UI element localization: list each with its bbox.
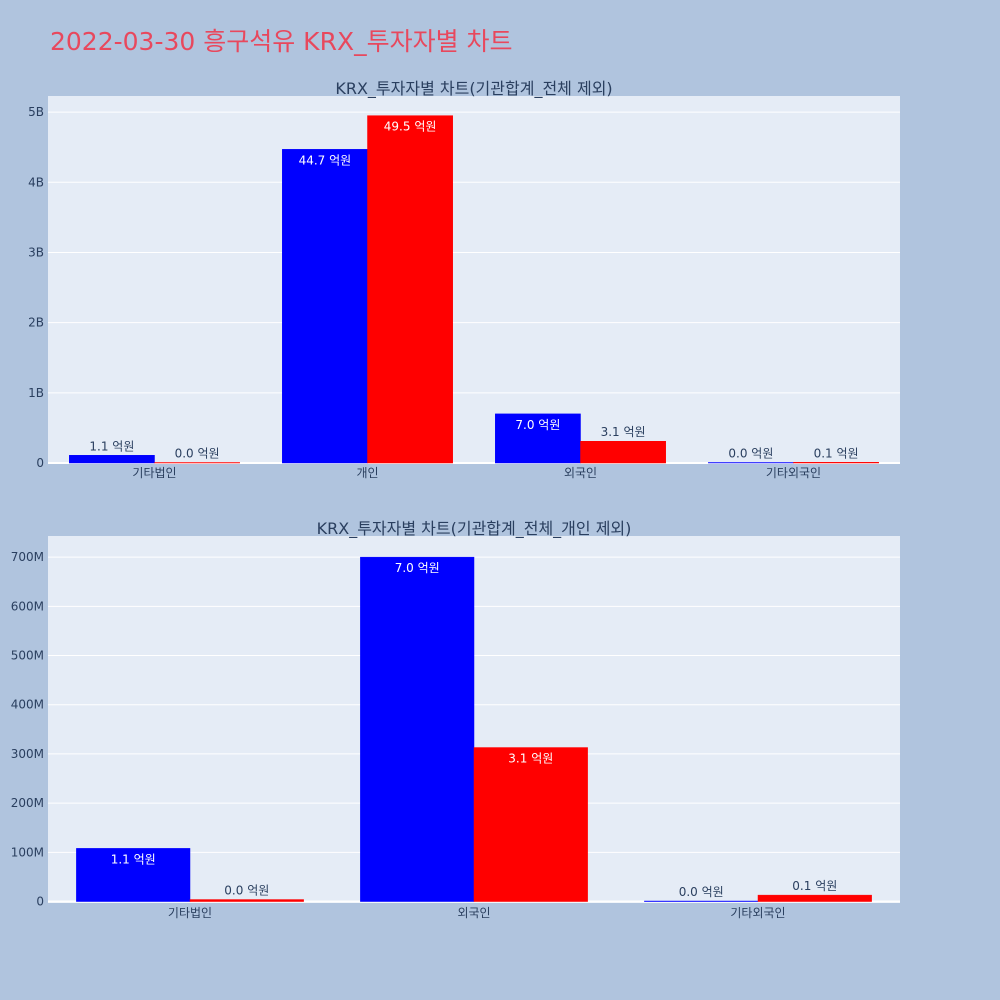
bar-data-label: 49.5 억원 (384, 120, 437, 134)
bar-data-label: 0.1 억원 (814, 446, 859, 460)
bar (69, 455, 155, 464)
bar-data-label: 0.1 억원 (792, 879, 837, 893)
bar (189, 899, 304, 902)
x-tick-label: 외국인 (564, 466, 597, 480)
chart-title: KRX_투자자별 차트(기관합계_전체 제외) (335, 79, 612, 99)
y-tick-label: 300M (11, 747, 44, 761)
bar-data-label: 0.0 억원 (728, 447, 773, 461)
bar-data-label: 1.1 억원 (89, 439, 134, 453)
bar (708, 462, 794, 464)
chart-title: KRX_투자자별 차트(기관합계_전체_개인 제외) (317, 519, 632, 539)
bar (495, 413, 581, 464)
bar (793, 462, 879, 464)
page-title: 2022-03-30 흥구석유 KRX_투자자별 차트 (50, 27, 513, 56)
bar-data-label: 7.0 억원 (515, 418, 560, 432)
y-tick-label: 100M (11, 845, 44, 859)
x-tick-label: 기타법인 (168, 906, 212, 920)
x-tick-label: 외국인 (457, 906, 490, 920)
bar-data-label: 3.1 억원 (508, 752, 553, 766)
y-tick-label: 4B (28, 175, 44, 189)
bar-data-label: 44.7 억원 (299, 153, 352, 167)
chart-1: 0 1B 2B 3B 4B 5B KRX_투자자별 차트(기관합계_전체 제외) 기타법인 1.… (28, 79, 900, 480)
x-tick-label: 기타외국인 (730, 906, 785, 920)
y-tick-label: 600M (11, 599, 44, 613)
y-tick-label: 3B (28, 245, 44, 259)
y-tick-label: 0 (36, 895, 44, 909)
y-tick-label: 400M (11, 698, 44, 712)
bar (473, 747, 588, 902)
bar-data-label: 3.1 억원 (601, 425, 646, 439)
y-tick-label: 0 (36, 456, 44, 470)
plot-area (48, 96, 900, 463)
x-tick-label: 개인 (356, 466, 378, 480)
x-tick-label: 기타법인 (132, 466, 176, 480)
y-tick-label: 2B (28, 316, 44, 330)
bar (580, 440, 666, 464)
bar (360, 556, 475, 902)
bar (154, 462, 240, 464)
bar-data-label: 0.0 억원 (679, 885, 724, 899)
y-tick-label: 5B (28, 105, 44, 119)
chart-2: 0 100M 200M 300M 400M 500M 600M 700M KRX_투자자별 차트… (11, 519, 900, 920)
x-tick-label: 기타외국인 (766, 466, 821, 480)
bar-data-label: 1.1 억원 (111, 852, 156, 866)
bar (282, 149, 368, 464)
y-tick-label: 200M (11, 796, 44, 810)
y-tick-label: 1B (28, 386, 44, 400)
bar (76, 848, 191, 902)
y-tick-label: 500M (11, 649, 44, 663)
bar-data-label: 0.0 억원 (175, 447, 220, 461)
bar (757, 894, 872, 902)
bar (644, 900, 759, 902)
y-tick-label: 700M (11, 550, 44, 564)
bar-data-label: 0.0 억원 (224, 884, 269, 898)
bar (367, 115, 453, 464)
bar-data-label: 7.0 억원 (395, 561, 440, 575)
